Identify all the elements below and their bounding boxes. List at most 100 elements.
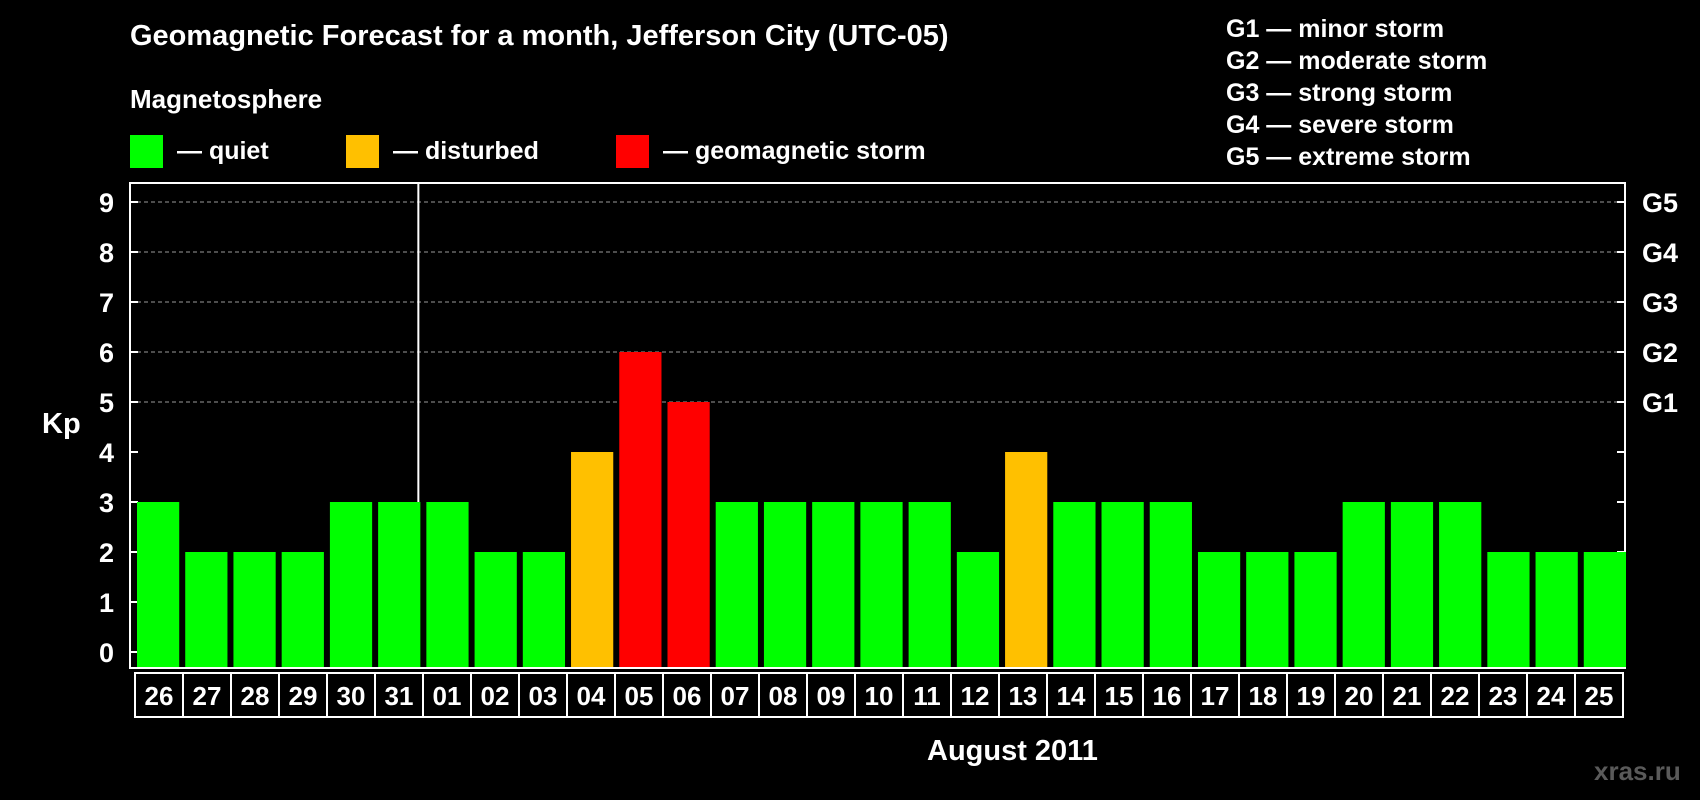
g-scale-label: G1 xyxy=(1642,388,1678,418)
storm-scale-g2: G2 — moderate storm xyxy=(1226,47,1488,75)
x-tick-label: 12 xyxy=(961,681,990,711)
x-tick-label: 07 xyxy=(721,681,750,711)
y-tick-label: 1 xyxy=(99,588,114,618)
bar-02 xyxy=(474,552,517,667)
g-scale-label: G2 xyxy=(1642,338,1678,368)
storm-scale-list: G1 — minor storm G2 — moderate storm G3 … xyxy=(1226,13,1487,173)
watermark: xras.ru xyxy=(1594,756,1681,786)
y-tick-label: 6 xyxy=(99,338,114,368)
x-tick-label: 14 xyxy=(1057,681,1086,711)
bar-10 xyxy=(860,502,903,667)
y-tick-label: 9 xyxy=(99,188,114,218)
g-scale-label: G4 xyxy=(1642,238,1678,268)
x-tick-label: 31 xyxy=(385,681,414,711)
plot-frame xyxy=(129,182,1626,669)
bar-11 xyxy=(908,502,951,667)
y-tick-label: 7 xyxy=(99,288,114,318)
bar-16 xyxy=(1149,502,1192,667)
x-tick-label: 25 xyxy=(1585,681,1614,711)
bar-04 xyxy=(571,452,614,667)
bar-29 xyxy=(281,552,324,667)
x-tick-label: 18 xyxy=(1249,681,1278,711)
x-tick-label: 15 xyxy=(1105,681,1134,711)
x-tick-label: 29 xyxy=(289,681,318,711)
bar-24 xyxy=(1535,552,1578,667)
magnetosphere-label: Magnetosphere xyxy=(130,84,323,114)
bar-01 xyxy=(426,502,469,667)
storm-scale-g5: G5 — extreme storm xyxy=(1226,143,1471,171)
bar-25 xyxy=(1583,552,1626,667)
bar-18 xyxy=(1246,552,1289,667)
x-tick-label: 02 xyxy=(481,681,510,711)
storm-scale-g3: G3 — strong storm xyxy=(1226,79,1453,107)
x-tick-label: 28 xyxy=(241,681,270,711)
bar-08 xyxy=(763,502,807,667)
legend-swatch-storm xyxy=(616,134,649,168)
bar-17 xyxy=(1197,552,1241,667)
y-tick-label: 4 xyxy=(99,438,114,468)
g-scale-label: G5 xyxy=(1642,188,1678,218)
legend-label-storm: — geomagnetic storm xyxy=(663,136,926,165)
bar-22 xyxy=(1439,502,1482,667)
x-tick-label: 13 xyxy=(1009,681,1038,711)
legend-label-quiet: — quiet xyxy=(177,136,269,165)
bar-19 xyxy=(1294,552,1337,667)
storm-scale-g4: G4 — severe storm xyxy=(1226,111,1454,139)
legend-disturbed: — disturbed xyxy=(346,134,539,168)
bar-03 xyxy=(522,552,566,667)
bar-30 xyxy=(329,502,373,667)
bar-27 xyxy=(185,552,228,667)
bar-12 xyxy=(956,552,1000,667)
x-tick-label: 16 xyxy=(1153,681,1182,711)
y-tick-label: 3 xyxy=(99,488,114,518)
x-tick-label: 23 xyxy=(1489,681,1518,711)
legend-quiet: — quiet xyxy=(130,134,269,168)
bar-09 xyxy=(812,502,855,667)
date-label-row xyxy=(134,672,1624,718)
bar-05 xyxy=(619,352,662,667)
x-tick-label: 26 xyxy=(145,681,174,711)
x-tick-label: 04 xyxy=(577,681,606,711)
x-tick-label: 24 xyxy=(1537,681,1566,711)
bar-20 xyxy=(1342,502,1385,667)
x-tick-label: 19 xyxy=(1297,681,1326,711)
x-tick-label: 27 xyxy=(193,681,222,711)
y-axis-label: Kp xyxy=(42,408,81,440)
legend-label-disturbed: — disturbed xyxy=(393,136,539,165)
bar-07 xyxy=(715,502,758,667)
g-scale-label: G3 xyxy=(1642,288,1678,318)
x-tick-label: 30 xyxy=(337,681,366,711)
legend-swatch-quiet xyxy=(130,134,163,168)
bar-06 xyxy=(667,402,710,667)
y-tick-label: 5 xyxy=(99,388,114,418)
bar-15 xyxy=(1101,502,1144,667)
x-tick-label: 11 xyxy=(913,681,941,711)
bar-26 xyxy=(137,502,180,667)
x-tick-label: 20 xyxy=(1345,681,1374,711)
x-tick-label: 21 xyxy=(1393,681,1422,711)
x-tick-label: 06 xyxy=(673,681,702,711)
x-tick-label: 09 xyxy=(817,681,846,711)
y-tick-label: 8 xyxy=(99,238,114,268)
x-tick-label: 05 xyxy=(625,681,654,711)
bar-13 xyxy=(1005,452,1048,667)
bar-31 xyxy=(378,502,421,667)
bar-21 xyxy=(1390,502,1434,667)
storm-scale-g1: G1 — minor storm xyxy=(1226,15,1445,43)
bar-14 xyxy=(1053,502,1096,667)
x-tick-label: 08 xyxy=(769,681,798,711)
legend-storm: — geomagnetic storm xyxy=(616,134,926,168)
y-tick-label: 0 xyxy=(99,638,114,668)
x-tick-label: 01 xyxy=(433,681,462,711)
bar-28 xyxy=(233,552,276,667)
bar-23 xyxy=(1487,552,1530,667)
x-axis-label: August 2011 xyxy=(927,735,1098,767)
x-tick-label: 03 xyxy=(529,681,558,711)
legend-swatch-disturbed xyxy=(346,134,379,168)
x-tick-label: 10 xyxy=(865,681,894,711)
y-tick-label: 2 xyxy=(99,538,114,568)
x-tick-label: 17 xyxy=(1201,681,1230,711)
chart-title: Geomagnetic Forecast for a month, Jeffer… xyxy=(130,20,949,52)
x-tick-label: 22 xyxy=(1441,681,1470,711)
